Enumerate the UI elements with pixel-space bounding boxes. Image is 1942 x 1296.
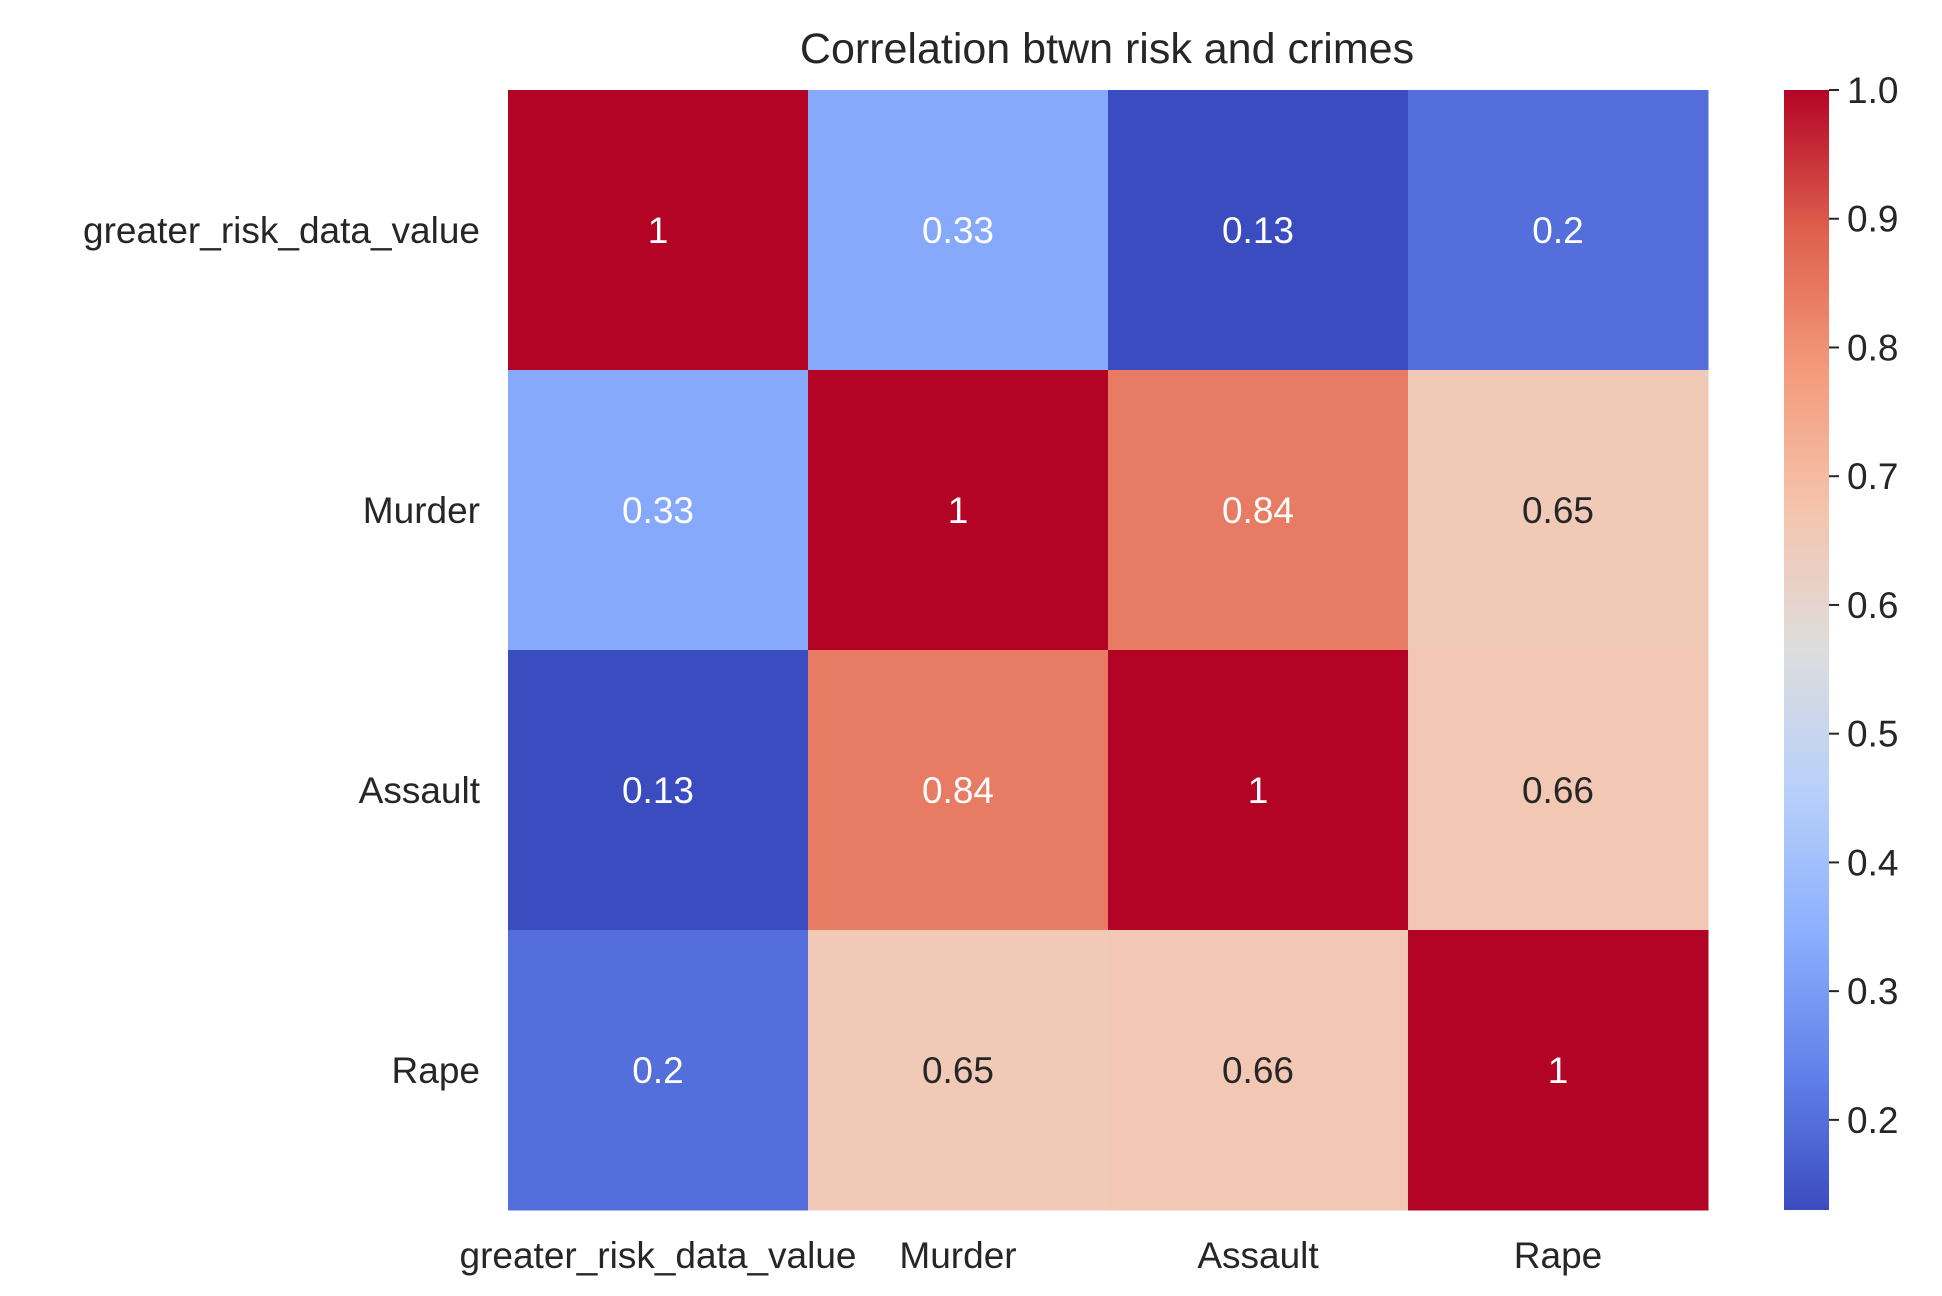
cell-annotation-2-2: 1 xyxy=(1248,770,1269,811)
heatmap-cell-0-0 xyxy=(508,90,809,371)
colorbar-tick-label: 0.2 xyxy=(1847,1100,1898,1141)
heatmap-cell-0-3 xyxy=(1408,90,1709,371)
x-tick-label: greater_risk_data_value xyxy=(460,1235,857,1276)
y-tick-label: greater_risk_data_value xyxy=(83,210,480,251)
cell-annotation-0-1: 0.33 xyxy=(922,210,994,251)
x-axis-ticks: greater_risk_data_value Murder Assault Rape xyxy=(460,1235,1603,1276)
heatmap-cell-2-0 xyxy=(508,650,809,931)
cell-annotation-0-3: 0.2 xyxy=(1532,210,1583,251)
chart-title: Correlation btwn risk and crimes xyxy=(800,25,1414,73)
x-tick-label: Assault xyxy=(1197,1235,1319,1276)
cell-annotation-2-1: 0.84 xyxy=(922,770,994,811)
colorbar-tick-label: 0.5 xyxy=(1847,714,1898,755)
heatmap-cell-2-3 xyxy=(1408,650,1709,931)
y-axis-ticks: greater_risk_data_value Murder Assault Rape xyxy=(83,210,481,1091)
heatmap-cell-1-1 xyxy=(808,370,1109,651)
cell-annotation-1-3: 0.65 xyxy=(1522,490,1594,531)
heatmap-cell-1-2 xyxy=(1108,370,1409,651)
colorbar-tick-label: 0.3 xyxy=(1847,971,1898,1012)
cell-annotation-1-2: 0.84 xyxy=(1222,490,1294,531)
cell-annotation-2-0: 0.13 xyxy=(622,770,694,811)
colorbar-tick-label: 0.4 xyxy=(1847,842,1898,883)
cell-annotation-2-3: 0.66 xyxy=(1522,770,1594,811)
cell-annotations: 1 0.33 0.13 0.2 0.33 1 0.84 0.65 0.13 0.84 1 0.66 0.… xyxy=(622,210,1594,1091)
heatmap-cell-1-0 xyxy=(508,370,809,651)
y-tick-label: Murder xyxy=(363,490,480,531)
colorbar-tick-label: 0.8 xyxy=(1847,327,1898,368)
x-tick-label: Rape xyxy=(1514,1235,1602,1276)
y-tick-label: Rape xyxy=(392,1050,480,1091)
cell-annotation-3-0: 0.2 xyxy=(632,1050,683,1091)
heatmap-cell-0-1 xyxy=(808,90,1109,371)
x-tick-label: Murder xyxy=(899,1235,1016,1276)
colorbar-tick-label: 0.9 xyxy=(1847,199,1898,240)
heatmap-cell-3-1 xyxy=(808,930,1109,1211)
cell-annotation-1-1: 1 xyxy=(948,490,969,531)
cell-annotation-0-0: 1 xyxy=(648,210,669,251)
heatmap-cell-1-3 xyxy=(1408,370,1709,651)
cell-annotation-3-2: 0.66 xyxy=(1222,1050,1294,1091)
colorbar-tick-label: 0.7 xyxy=(1847,456,1898,497)
cell-annotation-3-1: 0.65 xyxy=(922,1050,994,1091)
colorbar-tick-label: 1.0 xyxy=(1847,70,1898,111)
heatmap-cell-2-1 xyxy=(808,650,1109,931)
heatmap-cell-3-3 xyxy=(1408,930,1709,1211)
colorbar-gradient xyxy=(1784,90,1829,1210)
colorbar-tick-label: 0.6 xyxy=(1847,585,1898,626)
y-tick-label: Assault xyxy=(359,770,481,811)
cell-annotation-3-3: 1 xyxy=(1548,1050,1569,1091)
heatmap-cell-3-0 xyxy=(508,930,809,1211)
heatmap-cell-0-2 xyxy=(1108,90,1409,371)
heatmap-cell-3-2 xyxy=(1108,930,1409,1211)
cell-annotation-1-0: 0.33 xyxy=(622,490,694,531)
colorbar: 0.2 0.3 0.4 0.5 0.6 0.7 0.8 0.9 1.0 xyxy=(1784,70,1898,1210)
heatmap-cells xyxy=(508,90,1709,1211)
cell-annotation-0-2: 0.13 xyxy=(1222,210,1294,251)
heatmap-cell-2-2 xyxy=(1108,650,1409,931)
